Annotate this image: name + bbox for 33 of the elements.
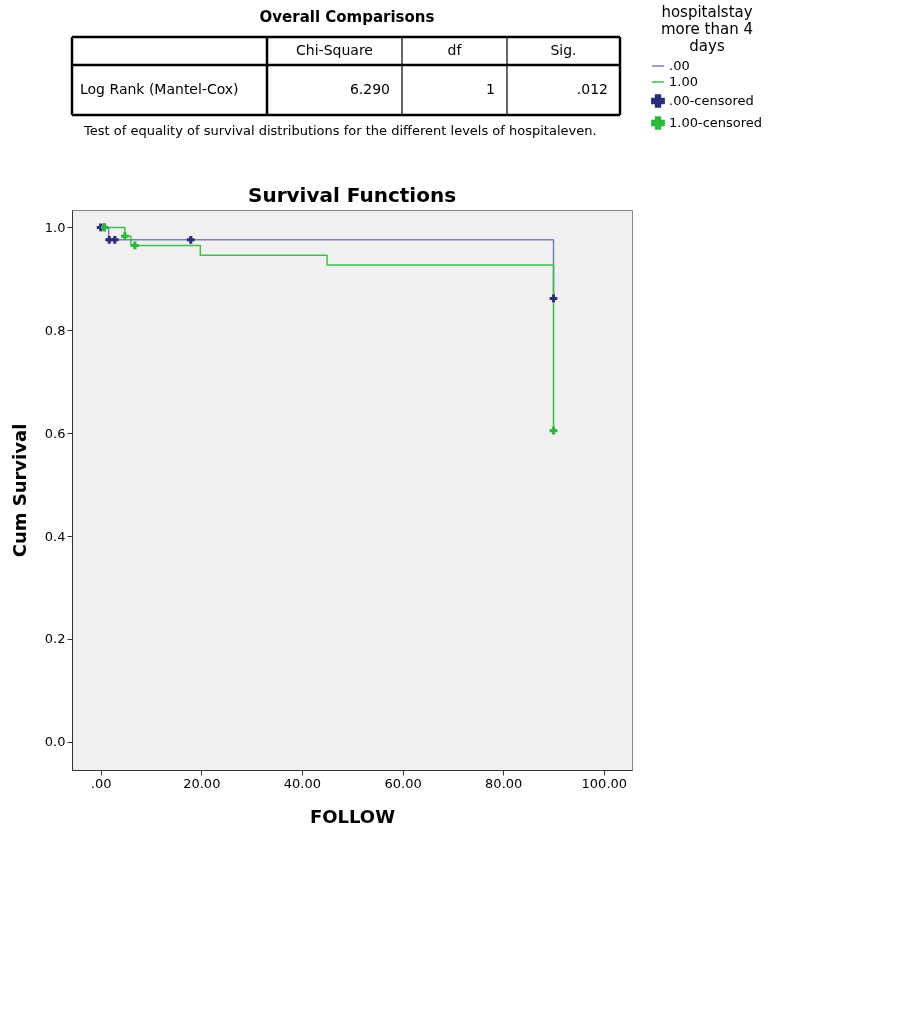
point (186, 235, 195, 244)
x-tick-label: 60.00 (384, 775, 422, 791)
legend-label: 1.00 (669, 74, 698, 89)
text: Test of equality of survival distributions for the different levels of hospitaleven. (83, 123, 597, 138)
text: .012 (576, 81, 608, 97)
point (110, 235, 119, 244)
x-tick-label: 100.00 (581, 775, 628, 791)
text: 1 (486, 81, 495, 97)
y-tick-label: 0.4 (44, 528, 66, 544)
legend-label: .00 (669, 58, 690, 73)
legend-label: .00-censored (669, 93, 754, 108)
y-tick-label: 0.0 (44, 734, 66, 750)
legend-label: 1.00-censored (669, 115, 763, 130)
legend-title: hospitalstay more than 4 days (660, 3, 754, 55)
chart-title: Survival Functions (247, 183, 457, 207)
y-tick-label: 0.2 (44, 631, 66, 647)
y-tick-label: 1.0 (44, 219, 66, 235)
point (120, 232, 129, 241)
text: Log Rank (Mantel-Cox) (80, 81, 239, 97)
text: Chi-Square (296, 42, 373, 58)
text: 6.290 (349, 81, 390, 97)
y-axis-title: Cum Survival (8, 423, 30, 558)
text: Sig. (550, 42, 577, 58)
y-tick-label: 0.6 (44, 425, 66, 441)
x-tick-label: 20.00 (183, 775, 221, 791)
x-tick-label: 80.00 (485, 775, 523, 791)
text: df (447, 42, 463, 58)
point (131, 241, 139, 250)
x-tick-label: 40.00 (283, 775, 322, 791)
y-tick-label: 0.8 (44, 322, 66, 338)
text: Overall Comparisons (259, 8, 435, 26)
x-axis-title: FOLLOW (309, 805, 396, 827)
x-tick-label: .00 (90, 775, 112, 791)
